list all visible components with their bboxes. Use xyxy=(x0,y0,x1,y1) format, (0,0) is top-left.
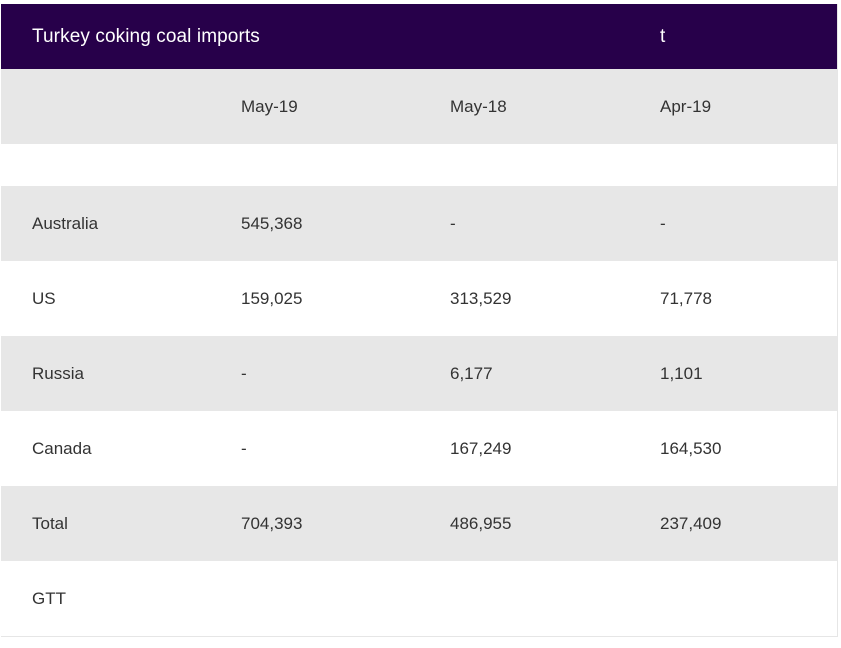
table-cell: 313,529 xyxy=(450,288,512,308)
table-cell: 159,025 xyxy=(241,288,303,308)
source-label: GTT xyxy=(32,588,66,608)
table-row: Canada - 167,249 164,530 xyxy=(1,411,837,486)
table-row-source: GTT xyxy=(1,561,837,636)
column-header-row: May-19 May-18 Apr-19 xyxy=(1,69,837,144)
table-cell: 486,955 xyxy=(450,513,512,533)
table-row: Russia - 6,177 1,101 xyxy=(1,336,837,411)
table-row: US 159,025 313,529 71,778 xyxy=(1,261,837,336)
table-cell: 704,393 xyxy=(241,513,303,533)
unit-label: t xyxy=(660,25,666,47)
table-cell: 237,409 xyxy=(660,513,722,533)
row-label: Russia xyxy=(32,363,84,383)
table-cell: 545,368 xyxy=(241,213,303,233)
table-cell: - xyxy=(450,213,456,233)
imports-table: Turkey coking coal imports t May-19 May-… xyxy=(1,4,838,637)
column-header-may-19: May-19 xyxy=(241,96,298,116)
table-cell: 1,101 xyxy=(660,363,703,383)
table-cell: 71,778 xyxy=(660,288,712,308)
table-cell: 164,530 xyxy=(660,438,722,458)
column-header-may-18: May-18 xyxy=(450,96,507,116)
row-label: Canada xyxy=(32,438,92,458)
column-header-apr-19: Apr-19 xyxy=(660,96,712,116)
table-cell: 6,177 xyxy=(450,363,493,383)
spacer-row xyxy=(1,144,837,186)
row-label: Total xyxy=(32,513,68,533)
table-row-total: Total 704,393 486,955 237,409 xyxy=(1,486,837,561)
row-label: US xyxy=(32,288,56,308)
table-row: Australia 545,368 - - xyxy=(1,186,837,261)
table-cell: - xyxy=(241,363,247,383)
table-cell: - xyxy=(660,213,666,233)
table-cell: 167,249 xyxy=(450,438,512,458)
row-label: Australia xyxy=(32,213,99,233)
table-header: Turkey coking coal imports t xyxy=(1,4,837,69)
table-title: Turkey coking coal imports xyxy=(32,25,260,47)
table-cell: - xyxy=(241,438,247,458)
